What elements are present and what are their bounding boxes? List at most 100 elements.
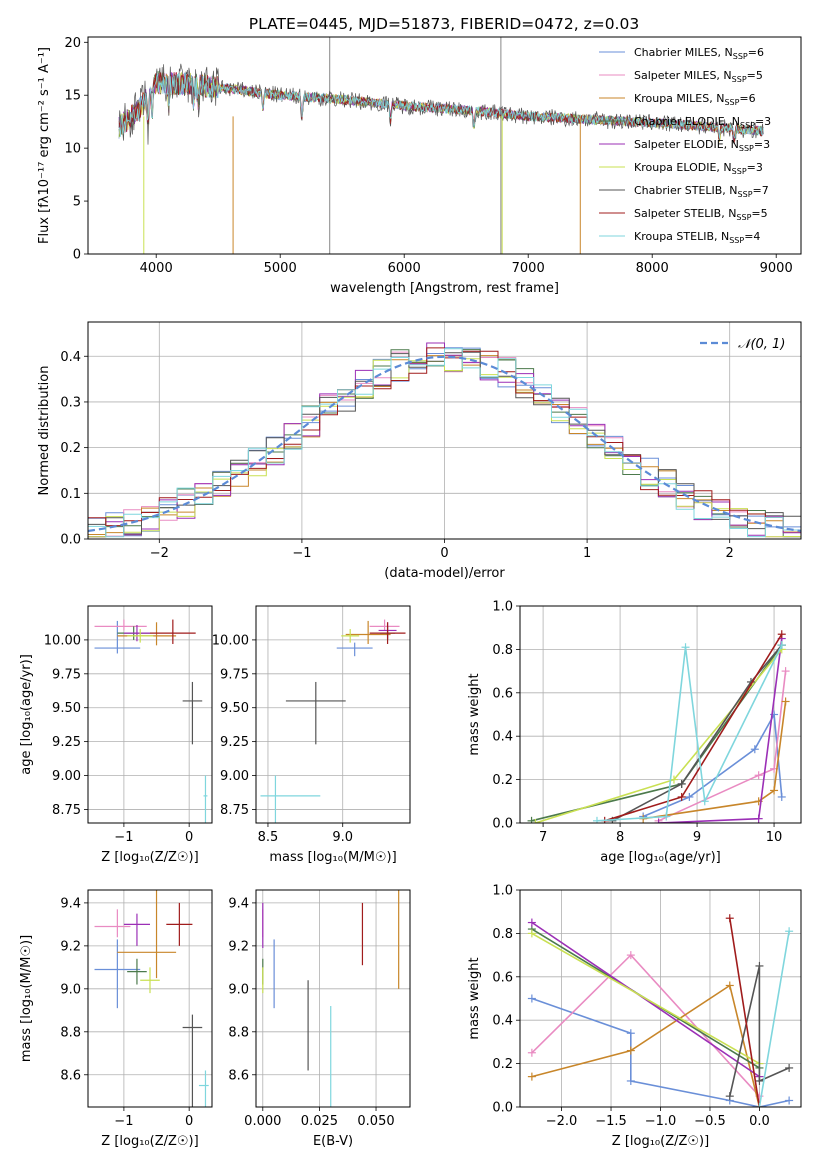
plot-area	[118, 37, 764, 254]
y-tick-label: 8.8	[228, 1025, 249, 1040]
y-axis-label: age [log₁₀(age/yr)]	[19, 654, 34, 775]
x-tick-label: 5000	[264, 261, 297, 276]
y-tick-label: 9.25	[220, 735, 249, 750]
x-axis-label: age [log₁₀(age/yr)]	[600, 850, 721, 865]
x-tick-label: −2	[150, 546, 169, 561]
weight-series	[592, 641, 786, 823]
panel-spectrum: 4000 5000 6000 7000 8000 9000 0 5 10 15 20 waveleng…	[37, 36, 802, 296]
legend-sub: SSP	[729, 236, 744, 245]
x-axis-label: Z [log₁₀(Z/Z☉)]	[101, 850, 198, 865]
weight-series	[527, 994, 794, 1107]
legend-suffix: =5	[747, 69, 763, 82]
axes-frame	[519, 889, 802, 1108]
y-tick-label: 0.0	[60, 533, 81, 548]
weight-line	[531, 953, 760, 1097]
legend-entry: Chabrier MILES, NSSP=6	[634, 46, 764, 61]
x-tick-label: 2	[726, 546, 734, 561]
legend-name: Salpeter MILES, N	[634, 69, 732, 82]
weight-series	[527, 918, 764, 1081]
x-axis-label: (data-model)/error	[384, 566, 505, 581]
axes-frame	[87, 889, 213, 1108]
axes-frame	[87, 36, 802, 255]
legend-entry: Kroupa MILES, NSSP=6	[634, 92, 756, 107]
y-tick-label: 9.00	[220, 769, 249, 784]
panel-weight_vs_Z: −2.0 −1.5 −1.0 −0.5 0.0 0.0 0.2 0.4 0.6 0.8 1.0 Z […	[467, 884, 802, 1149]
x-tick-label: 9	[693, 830, 701, 845]
legend-name: Kroupa MILES, N	[634, 92, 724, 105]
weight-line	[531, 997, 790, 1107]
axes-frame	[255, 889, 411, 1108]
y-tick-label: 10.00	[212, 633, 249, 648]
errorbar-point	[94, 939, 141, 1009]
weight-line	[758, 931, 790, 1107]
histogram-line	[88, 348, 801, 538]
x-tick-label: 0.0	[749, 1114, 770, 1129]
weight-line	[729, 965, 790, 1097]
y-tick-label: 9.00	[52, 769, 81, 784]
errorbar-point	[203, 775, 208, 823]
y-tick-label: 8.75	[52, 803, 81, 818]
legend-sub: SSP	[739, 144, 754, 153]
panel-mass_vs_ebv: 0.000 0.025 0.050 8.6 8.8 9.0 9.2 9.4 E(B-V)	[228, 889, 411, 1149]
weight-series	[639, 697, 790, 823]
y-tick-label: 0.2	[492, 1057, 513, 1072]
figure-title: PLATE=0445, MJD=51873, FIBERID=0472, z=0…	[249, 15, 639, 33]
y-tick-label: 9.25	[52, 735, 81, 750]
legend-sub: SSP	[732, 167, 747, 176]
x-tick-label: 0	[440, 546, 448, 561]
legend-suffix: =7	[753, 184, 769, 197]
x-axis-label: Z [log₁₀(Z/Z☉)]	[612, 1134, 709, 1149]
legend-name: Salpeter ELODIE, N	[634, 138, 739, 151]
y-tick-label: 8.6	[228, 1068, 249, 1083]
y-tick-label: 5	[73, 195, 81, 210]
spectrum-line	[118, 72, 764, 139]
x-tick-label: 9.0	[332, 830, 353, 845]
weight-series	[725, 961, 794, 1101]
y-tick-label: 9.4	[60, 896, 81, 911]
x-tick-label: 8.5	[258, 830, 279, 845]
x-tick-label: 6000	[388, 261, 421, 276]
errorbar-point	[182, 681, 203, 745]
legend-name: Chabrier ELODIE, N	[634, 115, 740, 128]
normal-curve	[88, 355, 801, 533]
weight-line	[643, 701, 787, 820]
x-tick-label: 0.025	[301, 1114, 338, 1129]
errorbar-point	[123, 913, 150, 946]
y-tick-label: 20	[64, 36, 81, 51]
legend-sub: SSP	[724, 98, 739, 107]
weight-line	[531, 921, 760, 1078]
y-tick-label: 10.00	[44, 633, 81, 648]
y-axis-label: mass weight	[467, 673, 482, 755]
plot-area	[94, 890, 209, 1107]
axes-frame	[255, 605, 411, 824]
y-tick-label: 1.0	[492, 600, 513, 615]
y-tick-label: 0.4	[60, 350, 81, 365]
x-tick-label: −2.0	[546, 1114, 578, 1129]
x-tick-label: 9000	[760, 261, 793, 276]
x-tick-label: −1	[114, 1114, 133, 1129]
legend-suffix: =4	[744, 230, 760, 243]
x-tick-label: 4000	[140, 261, 173, 276]
errorbar-point	[336, 642, 373, 657]
y-tick-label: 0.0	[492, 817, 513, 832]
errorbar-point	[127, 629, 154, 643]
panel-age_vs_mass: 8.5 9.0 8.75 9.00 9.25 9.50 9.75 10.00 mass [log…	[212, 605, 411, 865]
legend-suffix: =3	[754, 138, 770, 151]
plot-area	[527, 914, 794, 1107]
y-tick-label: 9.50	[52, 701, 81, 716]
errorbar-point	[369, 619, 400, 631]
weight-series	[725, 914, 764, 1107]
y-tick-label: 1.0	[492, 884, 513, 899]
weight-series	[527, 929, 764, 1068]
axes-frame	[87, 605, 213, 824]
x-tick-label: 0.050	[357, 1114, 394, 1129]
x-tick-label: 8000	[636, 261, 669, 276]
weight-line	[531, 932, 760, 1065]
x-tick-label: 8	[616, 830, 624, 845]
legend-entry: Chabrier ELODIE, NSSP=3	[634, 115, 771, 130]
weight-line	[658, 671, 787, 822]
errorbar-point	[369, 622, 406, 644]
y-tick-label: 0.0	[492, 1101, 513, 1116]
y-tick-label: 0.2	[60, 441, 81, 456]
